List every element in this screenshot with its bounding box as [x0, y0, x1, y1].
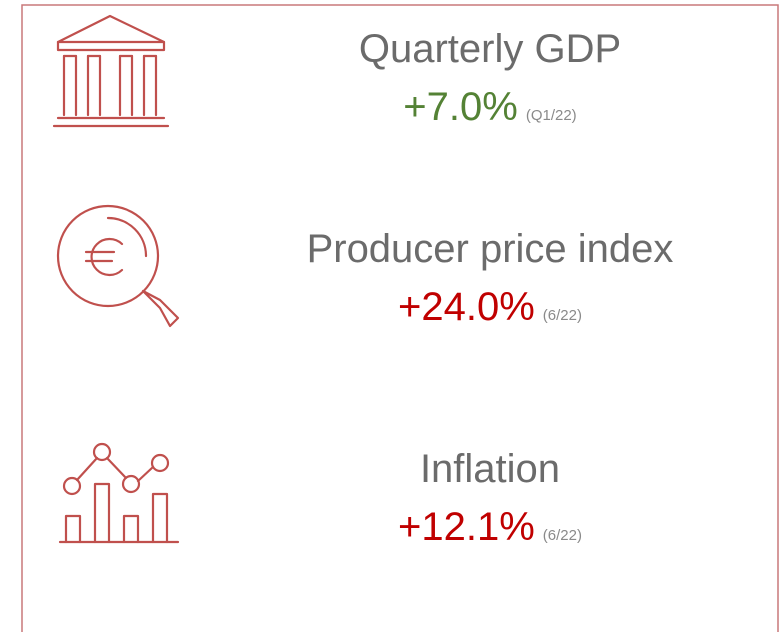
panel-border [21, 4, 779, 632]
kpi-value-line: +12.1% (6/22) [398, 505, 582, 549]
kpi-list: Quarterly GDP +7.0% (Q1/22) Producer price … [307, 27, 674, 549]
kpi-title: Producer price index [307, 227, 674, 271]
bank-icon [52, 14, 170, 128]
kpi-period: (6/22) [543, 307, 582, 324]
kpi-value: +7.0% [403, 85, 518, 129]
kpi-value-line: +24.0% (6/22) [398, 285, 582, 329]
kpi-period: (Q1/22) [526, 107, 577, 124]
magnifier-euro-icon [56, 204, 180, 328]
line-bar-chart-icon [58, 442, 180, 544]
kpi-value: +12.1% [398, 505, 535, 549]
kpi-title: Inflation [420, 447, 560, 491]
kpi-period: (6/22) [543, 527, 582, 544]
kpi-title: Quarterly GDP [359, 27, 621, 71]
kpi-value: +24.0% [398, 285, 535, 329]
kpi-value-line: +7.0% (Q1/22) [403, 85, 576, 129]
